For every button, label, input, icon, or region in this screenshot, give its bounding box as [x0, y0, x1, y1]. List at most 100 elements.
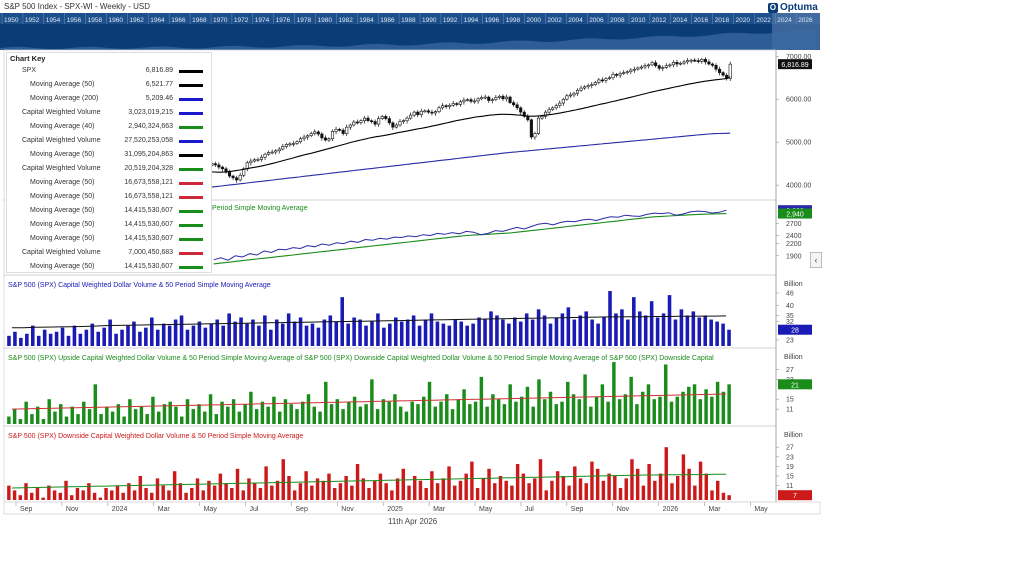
dollar-volume-bar: [471, 323, 475, 346]
chart-key-row[interactable]: Capital Weighted Volume 3,023,019,215: [7, 107, 211, 121]
candle-body: [384, 116, 388, 119]
upside-volume-bar: [606, 401, 610, 424]
cwv-axis-tick-label: 2700: [786, 221, 802, 228]
x-axis-label: May: [204, 506, 218, 513]
overview-year-label: 2002: [547, 17, 562, 24]
dollar-volume-bar: [590, 319, 594, 346]
overview-year-label: 1998: [506, 17, 521, 24]
candle-body: [657, 65, 661, 69]
upside-volume-bar: [727, 384, 731, 424]
downside-volume-bar: [413, 476, 417, 500]
chart-key-row-name: Moving Average (50): [30, 193, 95, 200]
candle-body: [504, 96, 509, 100]
dollar-volume-bar: [316, 327, 321, 346]
candle-body: [405, 117, 409, 122]
candle-body: [568, 94, 572, 97]
chart-key-row[interactable]: Moving Average (200) 5,209.46: [7, 93, 211, 107]
chart-key-row[interactable]: Moving Average (50) 14,415,530,607: [7, 233, 211, 247]
overview-year-label: 2014: [673, 17, 688, 24]
chart-key-row[interactable]: Moving Average (50) 31,095,204,863: [7, 149, 211, 163]
chart-key-row-swatch: [179, 154, 203, 157]
overview-year-label: 1962: [129, 17, 144, 24]
chart-key-row[interactable]: SPX 6,816.89: [7, 65, 211, 79]
candle-body: [220, 166, 224, 170]
upside-volume-bar: [231, 399, 236, 424]
downside-volume-bar: [155, 478, 160, 500]
dollar-volume-bar: [233, 321, 237, 346]
chart-key-row[interactable]: Moving Average (50) 6,521.77: [7, 79, 211, 93]
overview-year-label: 1986: [380, 17, 395, 24]
x-axis-label: Sep: [571, 506, 584, 513]
downside-volume-bar: [70, 495, 74, 500]
collapse-panel-button[interactable]: ‹: [810, 252, 822, 268]
chart-key-row[interactable]: Moving Average (50) 16,673,558,121: [7, 191, 211, 205]
chart-key-row[interactable]: Capital Weighted Volume 7,000,450,683: [7, 247, 211, 261]
dollar-volume-bar: [411, 315, 416, 346]
chart-key-row[interactable]: Moving Average (40) 2,940,324,663: [7, 121, 211, 135]
candle-body: [643, 65, 647, 68]
chart-key-row[interactable]: Capital Weighted Volume 27,520,253,058: [7, 135, 211, 149]
dollar-volume-bar: [721, 323, 725, 346]
upside-volume-bar: [30, 414, 34, 424]
dollar-volume-bar: [138, 331, 142, 346]
downside-volume-bar: [487, 468, 491, 500]
chart-key-row[interactable]: Capital Weighted Volume 20,519,204,328: [7, 163, 211, 177]
downside-volume-last-tag: [778, 490, 812, 501]
chart-key-row[interactable]: Moving Average (50) 14,415,530,607: [7, 261, 211, 275]
chart-key-row-swatch: [179, 210, 203, 213]
downside-volume-bar: [338, 483, 343, 500]
downside-volume-bar: [464, 473, 468, 500]
downside-volume-bar: [144, 488, 148, 500]
candle-body: [316, 131, 320, 135]
candle-body: [281, 146, 285, 150]
upside-volume-bar: [381, 399, 386, 424]
candle-body: [696, 60, 700, 62]
candle-body: [362, 117, 367, 122]
chart-key-row[interactable]: Moving Average (50) 14,415,530,607: [7, 205, 211, 219]
downside-volume-bar: [504, 480, 508, 500]
upside-volume-bar: [543, 399, 547, 424]
dollar-volume-bar: [685, 315, 690, 346]
downside-volume-bar: [178, 483, 183, 500]
overview-year-label: 1978: [297, 17, 312, 24]
downside-volume-bar: [127, 483, 131, 500]
upside-volume-bar: [335, 399, 340, 424]
downside-volume-axis-tick-label: 23: [786, 454, 794, 461]
x-axis-bar: [3, 501, 821, 515]
chart-key-row[interactable]: Moving Average (50) 14,415,530,607: [7, 219, 211, 233]
candle-body: [409, 114, 413, 119]
candle-body: [622, 72, 626, 74]
dollar-volume-ma-line: [11, 315, 727, 329]
dollar-volume-bar: [507, 323, 511, 346]
dollar-volume-bar: [197, 321, 202, 346]
downside-volume-bar: [98, 497, 103, 500]
upside-volume-bar: [347, 401, 351, 424]
candle-body: [703, 58, 707, 63]
candle-body: [522, 111, 526, 117]
upside-volume-bar: [35, 406, 40, 424]
dollar-volume-axis-tick-label: 40: [786, 303, 794, 310]
chart-key-row-value: 31,095,204,863: [124, 151, 173, 158]
dollar-volume-bar: [626, 319, 630, 346]
upside-volume-unit-label: Billion: [784, 354, 803, 361]
chart-key-row[interactable]: Moving Average (50) 16,673,558,121: [7, 177, 211, 191]
chart-key-row-value: 20,519,204,328: [124, 165, 173, 172]
candle-body: [515, 104, 519, 109]
candle-body: [458, 101, 462, 105]
upside-volume-bar: [76, 414, 80, 424]
downside-volume-bar: [458, 480, 463, 500]
dollar-volume-bar: [423, 319, 428, 346]
candle-body: [473, 100, 477, 103]
upside-volume-bar: [99, 414, 103, 424]
candle-body: [583, 86, 587, 89]
price-axis-tick-label: 7000.00: [786, 54, 811, 61]
overview-year-label: 2006: [589, 17, 604, 24]
dollar-volume-unit-label: Billion: [784, 281, 803, 288]
downside-volume-axis-tick-label: 11: [786, 483, 793, 490]
candle-body: [444, 105, 448, 107]
dollar-volume-bar: [215, 319, 220, 346]
downside-volume-bar: [378, 473, 383, 500]
chart-key-row-swatch: [179, 70, 203, 73]
candle-body: [288, 143, 292, 146]
downside-volume-bar: [395, 478, 400, 500]
